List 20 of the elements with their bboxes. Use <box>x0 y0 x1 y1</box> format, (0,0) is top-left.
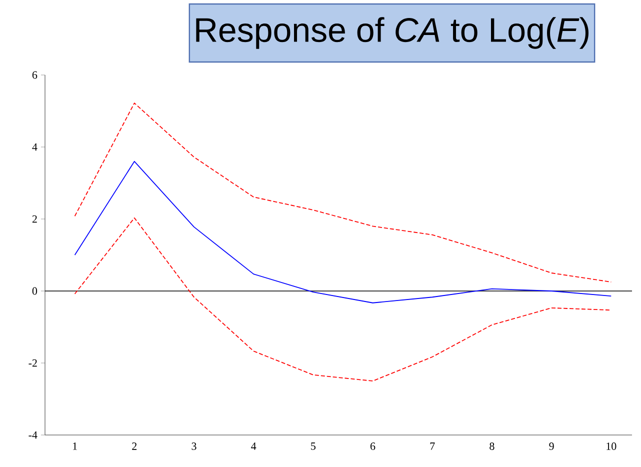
y-tick-label: 4 <box>32 143 38 151</box>
line-series <box>74 102 612 282</box>
y-tick-label: 6 <box>32 71 38 79</box>
x-tick-label: 7 <box>430 442 435 450</box>
x-tick-label: 6 <box>370 442 376 450</box>
x-tick-label: 2 <box>132 442 137 450</box>
y-tick-label: 2 <box>32 215 37 223</box>
y-tick-label: -2 <box>28 359 37 367</box>
x-tick-label: 8 <box>490 442 494 450</box>
x-tick-label: 10 <box>606 442 616 450</box>
line-series <box>74 217 612 382</box>
line-series <box>74 160 612 304</box>
y-tick-label: -4 <box>28 431 38 439</box>
x-tick-label: 1 <box>73 442 77 450</box>
x-tick-label: 4 <box>251 442 256 450</box>
x-tick-label: 3 <box>192 442 196 450</box>
x-tick-label: 9 <box>549 442 554 450</box>
x-tick-label: 5 <box>311 442 316 450</box>
y-tick-label: 0 <box>32 287 38 295</box>
chart-title: Response of CA to Log(E) <box>196 17 588 49</box>
